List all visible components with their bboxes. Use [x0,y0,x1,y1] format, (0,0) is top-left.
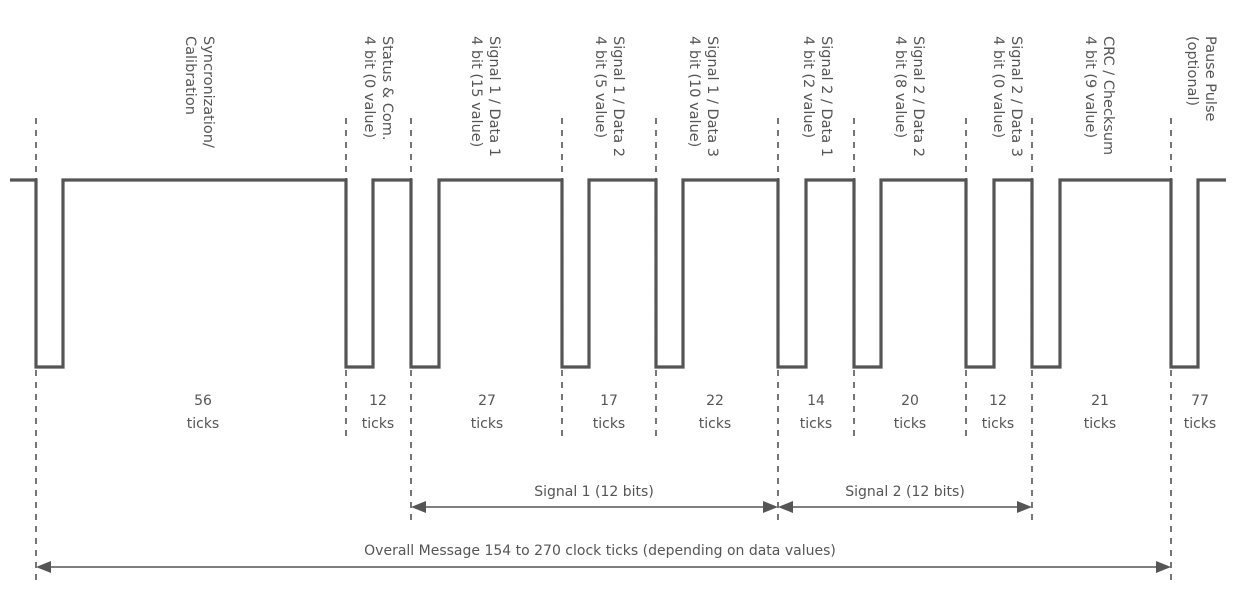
segment-label-line: Signal 2 / Data 3 [1008,36,1024,157]
segment-label-line: (optional) [1184,36,1200,106]
arrowhead-right-icon [1017,501,1032,513]
tick-count-value: 17 [600,393,618,409]
tick-count-value: 22 [706,393,724,409]
segment-label-line: CRC / Checksum [1100,36,1116,155]
tick-count-unit: ticks [593,416,625,432]
overall-span-label: Overall Message 154 to 270 clock ticks (… [364,543,836,559]
segment-label-line: Signal 1 / Data 2 [610,36,626,157]
tick-count-unit: ticks [800,416,832,432]
arrowhead-left-icon [36,561,51,573]
segment-label-line: 4 bit (0 value) [361,36,377,138]
tick-counts: 56 ticks 12 ticks 27 ticks 17 ticks 22 t… [187,393,1216,432]
segment-label-signal1-data2: Signal 1 / Data 2 4 bit (5 value) [592,36,626,157]
tick-count-value: 21 [1091,393,1109,409]
tick-count-unit: ticks [1084,416,1116,432]
tick-count-unit: ticks [982,416,1014,432]
segment-label-signal1-data1: Signal 1 / Data 1 4 bit (15 value) [468,36,502,157]
segment-label-line: Syncronization/ [200,36,216,148]
segment-label-sync: Syncronization/ Calibration [182,36,216,148]
tick-count-value: 20 [901,393,919,409]
segment-label-signal2-data3: Signal 2 / Data 3 4 bit (0 value) [990,36,1024,157]
tick-count-signal1-data2: 17 ticks [593,393,625,432]
tick-count-sync: 56 ticks [187,393,219,432]
segment-label-signal2-data1: Signal 2 / Data 1 4 bit (2 value) [800,36,834,157]
tick-count-unit: ticks [187,416,219,432]
tick-count-unit: ticks [699,416,731,432]
tick-count-value: 56 [194,393,212,409]
tick-count-unit: ticks [894,416,926,432]
segment-label-line: Pause Pulse [1202,36,1218,122]
segment-label-line: 4 bit (10 value) [686,36,702,147]
tick-count-value: 14 [807,393,825,409]
tick-count-value: 77 [1191,393,1209,409]
segment-label-line: Signal 2 / Data 1 [818,36,834,157]
segment-label-line: 4 bit (15 value) [468,36,484,147]
tick-count-status: 12 ticks [362,393,394,432]
arrowhead-right-icon [763,501,778,513]
segment-label-signal1-data3: Signal 1 / Data 3 4 bit (10 value) [686,36,720,157]
segment-label-line: Calibration [182,36,198,115]
tick-count-pause: 77 ticks [1184,393,1216,432]
segment-label-signal2-data2: Signal 2 / Data 2 4 bit (8 value) [892,36,926,157]
segment-label-status: Status & Com. 4 bit (0 value) [361,36,395,140]
segment-boundaries [35,118,1172,580]
tick-count-value: 12 [369,393,387,409]
tick-count-signal2-data1: 14 ticks [800,393,832,432]
arrowhead-left-icon [778,501,793,513]
tick-count-crc: 21 ticks [1084,393,1116,432]
overall-message-span: Overall Message 154 to 270 clock ticks (… [36,543,1171,573]
segment-label-line: 4 bit (0 value) [990,36,1006,138]
tick-count-unit: ticks [471,416,503,432]
tick-count-signal2-data2: 20 ticks [894,393,926,432]
arrowhead-left-icon [411,501,426,513]
tick-count-signal1-data3: 22 ticks [699,393,731,432]
segment-label-pause: Pause Pulse (optional) [1184,36,1218,122]
signal2-span-label: Signal 2 (12 bits) [845,484,965,500]
segment-label-line: Signal 2 / Data 2 [910,36,926,157]
signal1-span-label: Signal 1 (12 bits) [534,484,654,500]
segment-label-line: 4 bit (9 value) [1082,36,1098,138]
segment-label-crc: CRC / Checksum 4 bit (9 value) [1082,36,1116,155]
segment-label-line: 4 bit (8 value) [892,36,908,138]
signal2-span: Signal 2 (12 bits) [778,484,1032,513]
segment-label-line: Signal 1 / Data 1 [486,36,502,157]
tick-count-value: 12 [989,393,1007,409]
segment-label-line: 4 bit (2 value) [800,36,816,138]
tick-count-unit: ticks [362,416,394,432]
pulse-waveform [10,178,1226,369]
segment-label-line: Signal 1 / Data 3 [704,36,720,157]
tick-count-signal1-data1: 27 ticks [471,393,503,432]
signal1-span: Signal 1 (12 bits) [411,484,778,513]
tick-count-signal2-data3: 12 ticks [982,393,1014,432]
segment-label-line: Status & Com. [379,36,395,140]
tick-count-value: 27 [478,393,496,409]
arrowhead-right-icon [1156,561,1171,573]
segment-labels: Syncronization/ Calibration Status & Com… [182,36,1218,157]
segment-label-line: 4 bit (5 value) [592,36,608,138]
tick-count-unit: ticks [1184,416,1216,432]
